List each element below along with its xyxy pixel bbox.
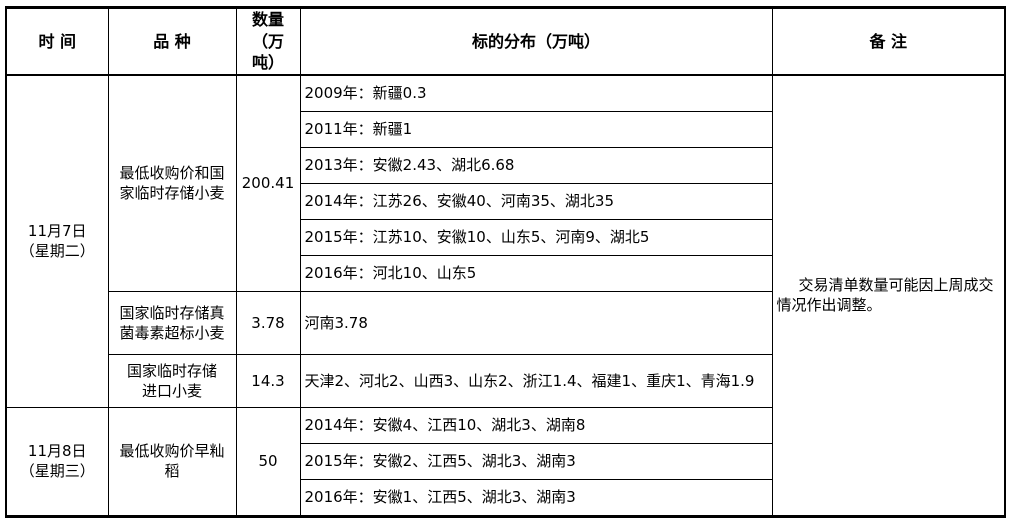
header-quantity-line2: （万吨） — [251, 31, 284, 73]
cell-note: 交易清单数量可能因上周成交情况作出调整。 — [771, 74, 1006, 517]
cell-date-1107: 11月7日 （星期二） — [5, 74, 109, 408]
kind-line1: 最低收购价和国 — [119, 164, 225, 183]
spreadsheet-canvas: 时 间 品 种 数量 （万吨） 标的分布（万吨） 备 注 11月7日 （星期二）… — [5, 6, 1006, 518]
cell-quantity-early-indica-rice: 50 — [235, 406, 301, 517]
cell-quantity-wheat-imported: 14.3 — [235, 353, 301, 408]
date-line1: 11月8日 — [27, 442, 87, 461]
cell-distribution: 2014年：安徽4、江西10、湖北3、湖南8 — [299, 406, 773, 444]
kind-line2: 菌毒素超标小麦 — [119, 323, 225, 342]
cell-distribution: 2015年：江苏10、安徽10、山东5、河南9、湖北5 — [299, 218, 773, 256]
kind-line2: 稻 — [164, 462, 180, 481]
header-kind: 品 种 — [107, 6, 237, 76]
table-row: 2015年：江苏10、安徽10、山东5、河南9、湖北5 — [6, 218, 1005, 256]
cell-distribution: 2016年：安徽1、江西5、湖北3、湖南3 — [299, 478, 773, 517]
cell-distribution: 河南3.78 — [299, 290, 773, 355]
auction-schedule-table: 时 间 品 种 数量 （万吨） 标的分布（万吨） 备 注 11月7日 （星期二）… — [5, 6, 1006, 518]
cell-kind-wheat-imported: 国家临时存储 进口小麦 — [107, 353, 237, 408]
header-quantity-line1: 数量 — [251, 10, 284, 29]
cell-quantity-wheat-mycotoxin: 3.78 — [235, 290, 301, 355]
date-line1: 11月7日 — [27, 222, 87, 241]
date-line2: （星期二） — [19, 242, 95, 261]
header-note: 备 注 — [771, 6, 1006, 76]
header-quantity: 数量 （万吨） — [235, 6, 301, 76]
cell-distribution: 2013年：安徽2.43、湖北6.68 — [299, 146, 773, 184]
cell-kind-early-indica-rice: 最低收购价早籼 稻 — [107, 406, 237, 517]
kind-line1: 国家临时存储 — [126, 361, 217, 380]
cell-date-1108: 11月8日 （星期三） — [5, 406, 109, 517]
header-time: 时 间 — [5, 6, 109, 76]
cell-quantity-wheat-min-price: 200.41 — [235, 74, 301, 292]
cell-distribution: 天津2、河北2、山西3、山东2、浙江1.4、福建1、重庆1、青海1.9 — [299, 353, 773, 408]
cell-distribution: 2011年：新疆1 — [299, 110, 773, 148]
table-row: 2011年：新疆1 — [6, 110, 1005, 148]
kind-line2: 家临时存储小麦 — [119, 184, 225, 203]
kind-line1: 国家临时存储真 — [119, 303, 225, 322]
cell-distribution: 2015年：安徽2、江西5、湖北3、湖南3 — [299, 442, 773, 480]
cell-kind-wheat-mycotoxin: 国家临时存储真 菌毒素超标小麦 — [107, 290, 237, 355]
table-row: 2016年：河北10、山东5 — [6, 254, 1005, 292]
cell-distribution: 2014年：江苏26、安徽40、河南35、湖北35 — [299, 182, 773, 220]
header-distribution: 标的分布（万吨） — [299, 6, 773, 76]
table-header-row: 时 间 品 种 数量 （万吨） 标的分布（万吨） 备 注 — [5, 6, 1006, 76]
table-row: 2013年：安徽2.43、湖北6.68 — [6, 146, 1005, 184]
cell-distribution: 2009年：新疆0.3 — [299, 74, 773, 112]
table-row: 国家临时存储真 菌毒素超标小麦 3.78 河南3.78 — [6, 290, 1005, 355]
kind-line1: 最低收购价早籼 — [119, 442, 225, 461]
cell-kind-wheat-min-price: 最低收购价和国 家临时存储小麦 — [107, 74, 237, 292]
date-line2: （星期三） — [19, 462, 95, 481]
table-row: 11月7日 （星期二） 最低收购价和国 家临时存储小麦 200.41 2009年… — [5, 74, 1006, 517]
kind-line2: 进口小麦 — [141, 381, 202, 400]
cell-distribution: 2016年：河北10、山东5 — [299, 254, 773, 292]
